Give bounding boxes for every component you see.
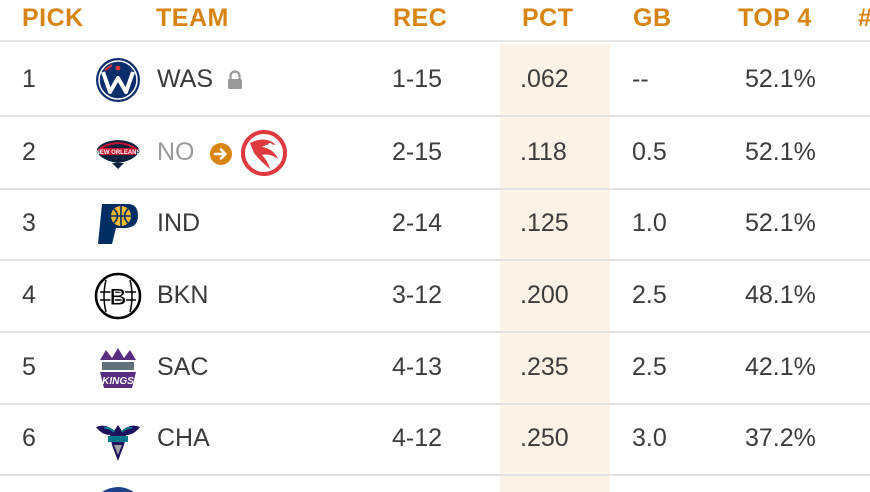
- header-pct[interactable]: PCT: [522, 4, 574, 32]
- table-row[interactable]: 3 IND 2-14 .125 1.0 52.1%: [0, 188, 870, 261]
- games-behind: 2.5: [632, 281, 667, 309]
- record: 2-14: [392, 209, 443, 237]
- games-behind: 0.5: [632, 138, 667, 166]
- hornets-logo: [96, 425, 140, 461]
- pick-number: 6: [22, 424, 36, 452]
- svg-text:B: B: [109, 284, 126, 311]
- pick-number: 2: [22, 138, 36, 166]
- table-row[interactable]: 2 NEW ORLEANS NO 2-15 .118 0.5 52.1%: [0, 117, 870, 190]
- header-pick[interactable]: PICK: [22, 4, 84, 32]
- header-team[interactable]: TEAM: [156, 4, 229, 32]
- pacers-logo: [98, 204, 138, 244]
- hawks-logo[interactable]: [240, 129, 290, 177]
- team-abbreviation[interactable]: BKN: [157, 281, 209, 309]
- table-row[interactable]: 4 B BKN 3-12 .200 2.5 48.1%: [0, 260, 870, 333]
- nets-logo: B: [94, 272, 142, 320]
- lock-icon: [228, 70, 242, 89]
- pick-number: 5: [22, 353, 36, 381]
- header-top4[interactable]: TOP 4: [738, 4, 812, 32]
- header-rec[interactable]: REC: [393, 4, 448, 32]
- games-behind: 2.5: [632, 353, 667, 381]
- header-gb[interactable]: GB: [633, 4, 672, 32]
- svg-text:NEW ORLEANS: NEW ORLEANS: [96, 150, 141, 156]
- record: 3-12: [392, 281, 443, 309]
- games-behind: --: [632, 65, 649, 93]
- pct-column-highlight: [500, 44, 610, 492]
- win-percentage: .200: [520, 281, 569, 309]
- top4-odds: 52.1%: [745, 209, 816, 237]
- win-percentage: .125: [520, 209, 569, 237]
- table-row[interactable]: 6 CHA 4-12 .250 3.0 37.2%: [0, 403, 870, 476]
- pelicans-logo: NEW ORLEANS: [96, 140, 141, 169]
- table-row[interactable]: 1 WAS 1-15 .062 -- 52.1%: [0, 44, 870, 117]
- team-abbreviation[interactable]: IND: [157, 209, 201, 237]
- kings-logo: KINGS: [100, 348, 136, 388]
- trade-arrow-icon: [210, 143, 232, 165]
- top4-odds: 52.1%: [745, 138, 816, 166]
- top4-odds: 37.2%: [745, 424, 816, 452]
- win-percentage: .062: [520, 65, 569, 93]
- win-percentage: .235: [520, 353, 569, 381]
- wizards-logo: [96, 58, 140, 102]
- team-abbreviation[interactable]: NO: [157, 138, 195, 166]
- pick-number: 4: [22, 281, 36, 309]
- win-percentage: .250: [520, 424, 569, 452]
- record: 2-15: [392, 138, 443, 166]
- top4-odds: 42.1%: [745, 353, 816, 381]
- table-header: PICK TEAM REC PCT GB TOP 4 #: [0, 0, 870, 42]
- top4-odds: 52.1%: [745, 65, 816, 93]
- team-abbreviation[interactable]: WAS: [157, 65, 214, 93]
- record: 4-12: [392, 424, 443, 452]
- team-abbreviation[interactable]: CHA: [157, 424, 210, 452]
- games-behind: 1.0: [632, 209, 667, 237]
- table-row[interactable]: 5 KINGS SAC 4-13 .235 2.5 42.1%: [0, 332, 870, 405]
- team-abbreviation[interactable]: SAC: [157, 353, 209, 381]
- pick-number: 3: [22, 209, 36, 237]
- partial-team-logo: [102, 487, 134, 492]
- svg-text:KINGS: KINGS: [102, 376, 134, 387]
- win-percentage: .118: [520, 138, 567, 166]
- top4-odds: 48.1%: [745, 281, 816, 309]
- pick-number: 1: [22, 65, 36, 93]
- games-behind: 3.0: [632, 424, 667, 452]
- header-extra[interactable]: #: [858, 2, 870, 34]
- record: 1-15: [392, 65, 443, 93]
- record: 4-13: [392, 353, 443, 381]
